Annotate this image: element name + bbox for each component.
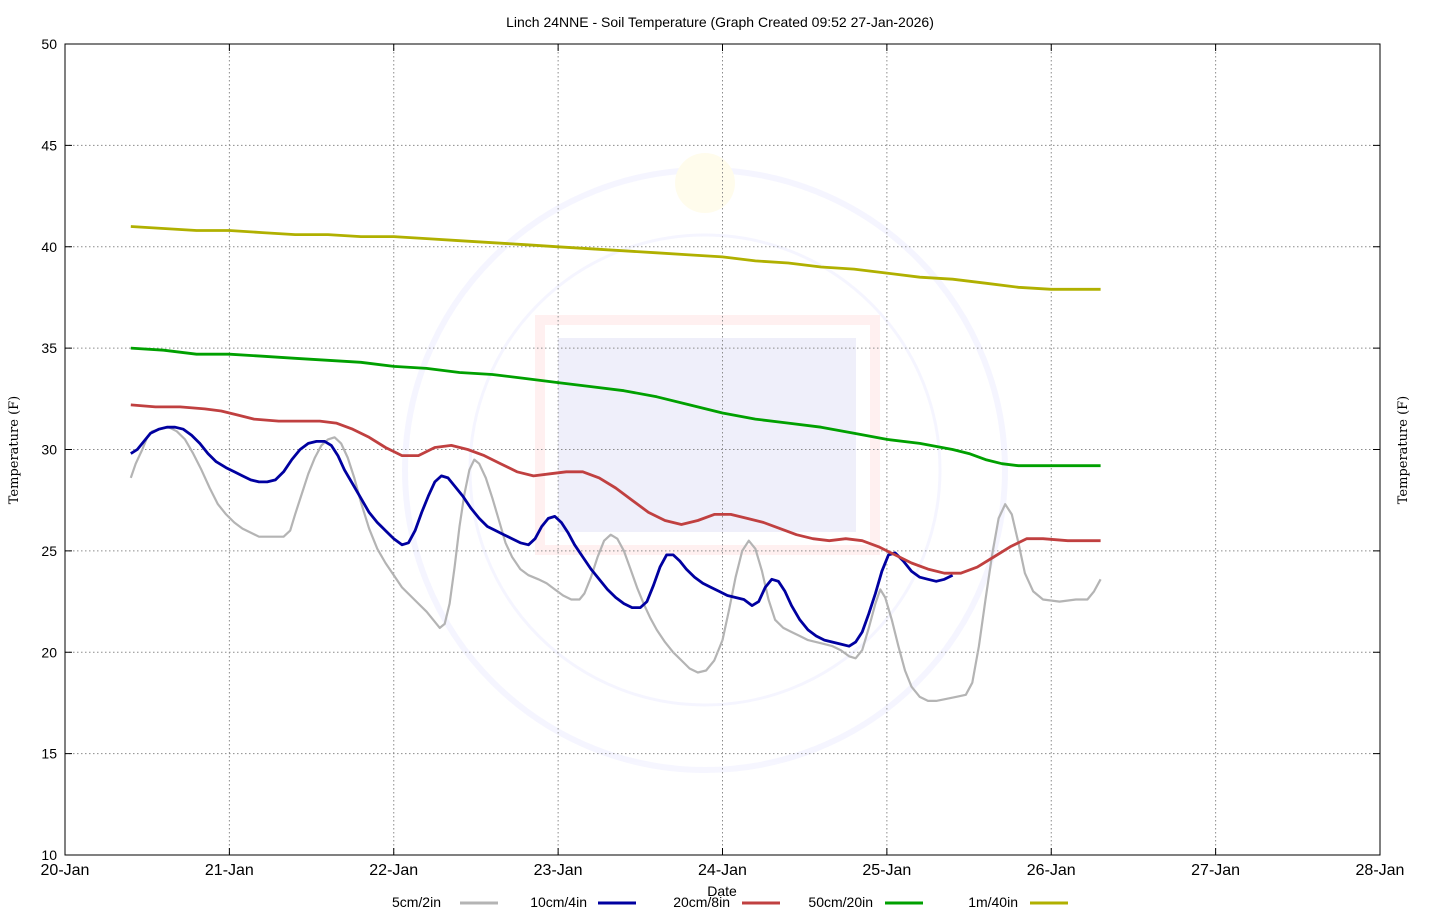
x-tick-label: 25-Jan [862, 862, 911, 879]
legend-label: 50cm/20in [808, 894, 873, 910]
y-tick-label: 10 [41, 847, 57, 863]
legend-label: 1m/40in [968, 894, 1018, 910]
y-tick-label: 15 [41, 746, 57, 762]
y-tick-label: 25 [41, 543, 57, 559]
x-axis-label: Date [707, 883, 737, 899]
legend-label: 20cm/8in [673, 894, 730, 910]
y-axis-label-right: Temperature (F) [1396, 396, 1411, 504]
y-tick-label: 40 [41, 239, 57, 255]
y-axis-label: Temperature (F) [7, 396, 22, 504]
y-tick-label: 20 [41, 644, 57, 660]
y-tick-label: 30 [41, 442, 57, 458]
legend: 5cm/2in 10cm/4in 20cm/8in 50cm/20in 1m/40in [392, 894, 1068, 910]
x-tick-label: 21-Jan [205, 862, 254, 879]
series-line-1m/40in [130, 225, 1101, 291]
x-tick-label: 22-Jan [369, 862, 418, 879]
chart-title: Linch 24NNE - Soil Temperature (Graph Cr… [506, 14, 934, 30]
series-group [129, 225, 1102, 702]
y-tick-label: 35 [41, 340, 57, 356]
x-tick-label: 27-Jan [1191, 862, 1240, 879]
x-tick-label: 23-Jan [534, 862, 583, 879]
series-line-20cm/8in [130, 403, 1101, 575]
x-tick-label: 28-Jan [1356, 862, 1405, 879]
x-tick-label: 24-Jan [698, 862, 747, 879]
axis-ticks: 10 15 20 25 30 35 40 45 50 20-Jan 21-Jan 22-Jan 23-J… [41, 36, 1405, 879]
legend-label: 5cm/2in [392, 894, 441, 910]
series-line-50cm/20in [130, 346, 1101, 468]
y-tick-label: 50 [41, 36, 57, 52]
grid-lines [65, 44, 1380, 855]
legend-label: 10cm/4in [530, 894, 587, 910]
series-line-5cm/2in [129, 426, 1102, 702]
x-tick-label: 26-Jan [1027, 862, 1076, 879]
y-tick-label: 45 [41, 137, 57, 153]
x-tick-label: 20-Jan [41, 862, 90, 879]
mesonet-watermark-logo [402, 153, 1008, 773]
series-line-10cm/4in [130, 425, 954, 648]
